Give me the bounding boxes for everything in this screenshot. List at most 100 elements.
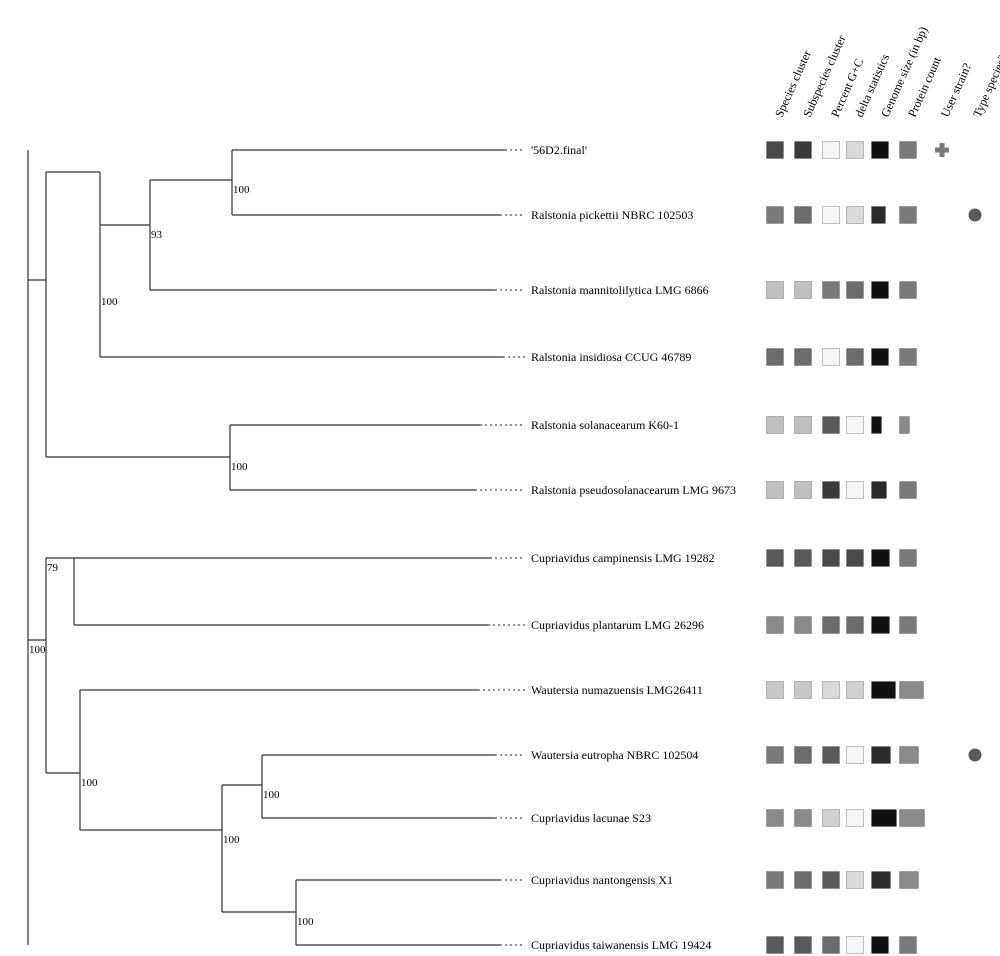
heatmap-cell [847,349,864,366]
type-species-icon [969,749,982,762]
bootstrap-label: 100 [81,777,98,789]
taxon-label: Cupriavidus lacunae S23 [531,811,651,825]
heatmap-cell [767,142,784,159]
heatmap-cell [900,872,919,889]
heatmap-cell [872,937,889,954]
taxon-label: Ralstonia pickettii NBRC 102503 [531,208,693,222]
heatmap-cell [900,417,910,434]
heatmap-cell [872,617,890,634]
heatmap-cell [795,417,812,434]
heatmap-cell [872,142,889,159]
heatmap-cell [823,810,840,827]
heatmap-cell [900,282,917,299]
heatmap-cell [795,482,812,499]
taxon-label: Cupriavidus plantarum LMG 26296 [531,618,704,632]
heatmap-cell [847,872,864,889]
heatmap-cell [795,617,812,634]
heatmap-cell [823,872,840,889]
bootstrap-label: 100 [223,834,240,846]
bootstrap-label: 100 [233,184,250,196]
heatmap-cell [767,937,784,954]
heatmap-cell [795,872,812,889]
heatmap-cell [847,937,864,954]
heatmap-cell [872,747,891,764]
heatmap-cell [872,207,886,224]
heatmap-cell [872,682,896,699]
bootstrap-label: 100 [101,296,118,308]
heatmap-cell [767,810,784,827]
heatmap-cell [872,872,891,889]
bootstrap-label: 100 [231,461,248,473]
heatmap-cell [823,207,840,224]
heatmap-cell [795,550,812,567]
heatmap-cell [872,282,889,299]
heatmap-cell [823,349,840,366]
heatmap-cell [767,282,784,299]
phylogenetic-tree-figure: 1009310010079100100100100100'56D2.final'… [0,0,1000,956]
heatmap-cell [795,682,812,699]
heatmap-cell [795,207,812,224]
heatmap-cell [823,282,840,299]
heatmap-cell [900,142,917,159]
heatmap-cell [847,207,864,224]
heatmap-cell [823,417,840,434]
heatmap-cell [872,349,889,366]
bootstrap-label: 93 [151,229,163,241]
heatmap-cell [767,349,784,366]
heatmap-cell [900,550,917,567]
type-species-icon [969,209,982,222]
heatmap-cell [847,682,864,699]
heatmap-cell [795,349,812,366]
heatmap-cell [767,872,784,889]
heatmap-cell [823,747,840,764]
heatmap-cell [795,810,812,827]
taxon-label: Cupriavidus nantongensis X1 [531,873,673,887]
heatmap-cell [767,617,784,634]
bootstrap-label: 100 [297,916,314,928]
heatmap-cell [795,747,812,764]
heatmap-cell [872,417,882,434]
heatmap-cell [823,550,840,567]
heatmap-cell [823,482,840,499]
heatmap-cell [795,282,812,299]
taxon-label: '56D2.final' [531,143,587,157]
heatmap-cell [847,282,864,299]
heatmap-cell [847,482,864,499]
heatmap-cell [900,207,917,224]
heatmap-cell [767,747,784,764]
heatmap-cell [795,937,812,954]
heatmap-cell [900,810,925,827]
taxon-label: Cupriavidus campinensis LMG 19282 [531,551,715,565]
heatmap-cell [847,142,864,159]
heatmap-cell [900,682,924,699]
taxon-label: Ralstonia pseudosolanacearum LMG 9673 [531,483,736,497]
taxon-label: Ralstonia mannitolilytica LMG 6866 [531,283,709,297]
heatmap-cell [767,550,784,567]
taxon-label: Cupriavidus taiwanensis LMG 19424 [531,938,711,952]
heatmap-cell [823,142,840,159]
bootstrap-label: 100 [29,644,46,656]
heatmap-cell [767,417,784,434]
heatmap-cell [900,482,917,499]
heatmap-cell [872,550,890,567]
heatmap-cell [900,349,917,366]
heatmap-cell [847,747,864,764]
heatmap-cell [847,550,864,567]
heatmap-cell [900,617,917,634]
taxon-label: Ralstonia solanacearum K60-1 [531,418,679,432]
bootstrap-label: 79 [47,562,59,574]
heatmap-cell [872,810,897,827]
heatmap-cell [823,617,840,634]
heatmap-cell [823,682,840,699]
heatmap-cell [847,417,864,434]
heatmap-cell [872,482,887,499]
heatmap-cell [847,810,864,827]
heatmap-cell [823,937,840,954]
heatmap-cell [900,937,917,954]
heatmap-cell [795,142,812,159]
taxon-label: Wautersia numazuensis LMG26411 [531,683,703,697]
heatmap-cell [847,617,864,634]
taxon-label: Wautersia eutropha NBRC 102504 [531,748,698,762]
heatmap-cell [767,482,784,499]
heatmap-cell [767,207,784,224]
